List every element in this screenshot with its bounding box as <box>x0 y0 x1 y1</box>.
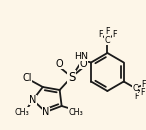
Text: S: S <box>68 70 75 83</box>
Text: F: F <box>140 88 145 97</box>
Text: CH₃: CH₃ <box>14 108 29 116</box>
Text: O: O <box>56 59 64 69</box>
Text: F: F <box>134 92 139 101</box>
Text: F: F <box>98 30 103 39</box>
Text: N: N <box>42 107 49 117</box>
Text: F: F <box>112 30 117 39</box>
Text: Cl: Cl <box>22 73 32 83</box>
Text: N: N <box>29 95 36 105</box>
Text: F: F <box>141 80 146 89</box>
Text: O: O <box>80 59 87 69</box>
Text: C: C <box>132 83 138 93</box>
Text: CH₃: CH₃ <box>68 108 83 116</box>
Text: C: C <box>105 35 110 44</box>
Text: F: F <box>105 27 110 35</box>
Text: HN: HN <box>74 51 88 60</box>
